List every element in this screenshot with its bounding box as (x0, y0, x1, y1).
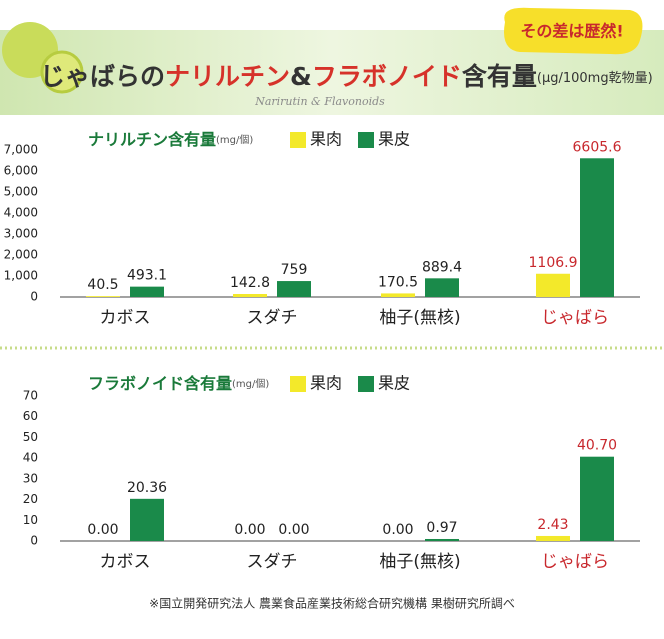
value-label: 0.00 (234, 522, 265, 538)
legend-label: 果肉 (310, 130, 342, 149)
y-tick-label: 20 (23, 492, 38, 506)
y-tick-label: 0 (30, 534, 38, 548)
legend-label: 果皮 (378, 130, 410, 149)
value-label: 170.5 (378, 274, 418, 290)
y-tick-label: 50 (23, 430, 38, 444)
value-label: 0.97 (426, 520, 457, 536)
chart-title: フラボノイド含有量(mg/個) (88, 374, 269, 393)
bar (86, 296, 120, 297)
bar (233, 294, 267, 297)
value-label: 493.1 (127, 268, 167, 284)
y-tick-label: 5,000 (4, 185, 38, 199)
legend-swatch (358, 132, 374, 148)
value-label: 0.00 (87, 522, 118, 538)
y-tick-label: 7,000 (4, 143, 38, 157)
legend-swatch (290, 132, 306, 148)
title-part: 含有量 (462, 62, 537, 91)
bar (425, 538, 459, 541)
legend-swatch (290, 376, 306, 392)
x-tick-label: じゃばら (541, 552, 609, 572)
title-part: ナリルチン (165, 62, 290, 91)
legend-label: 果肉 (310, 374, 342, 393)
bar (580, 456, 614, 541)
badge (504, 7, 643, 55)
x-tick-label: カボス (100, 308, 151, 328)
y-tick-label: 0 (30, 290, 38, 304)
x-tick-label: スダチ (247, 552, 298, 572)
value-label: 0.00 (278, 522, 309, 538)
title-unit: (μg/100mg乾物量) (537, 71, 653, 86)
y-tick-label: 30 (23, 471, 38, 485)
bar (277, 281, 311, 297)
y-tick-label: 40 (23, 451, 38, 465)
y-tick-label: 3,000 (4, 227, 38, 241)
value-label: 0.00 (382, 522, 413, 538)
x-tick-label: スダチ (247, 308, 298, 328)
x-tick-label: 柚子(無核) (379, 308, 460, 328)
bar (130, 286, 164, 297)
value-label: 889.4 (422, 259, 462, 275)
value-label: 40.70 (577, 438, 617, 454)
value-label: 142.8 (230, 275, 270, 291)
value-label: 759 (281, 262, 308, 278)
chart-title-text: フラボノイド含有量 (88, 374, 232, 393)
citrus (40, 50, 84, 94)
title-part: じゃばらの (40, 62, 165, 91)
bar (580, 158, 614, 297)
y-tick-label: 2,000 (4, 248, 38, 262)
legend-swatch (358, 376, 374, 392)
y-tick-label: 70 (23, 389, 38, 403)
y-tick-label: 6,000 (4, 164, 38, 178)
title-part: & (290, 62, 312, 91)
header-title: じゃばらのナリルチン&フラボノイド含有量(μg/100mg乾物量) (40, 62, 653, 91)
y-tick-label: 1,000 (4, 269, 38, 283)
chart-title: ナリルチン含有量(mg/個) (88, 130, 253, 149)
bar (536, 535, 570, 541)
value-label: 20.36 (127, 480, 167, 496)
value-label: 6605.6 (573, 139, 622, 155)
title-part: フラボノイド (312, 62, 462, 91)
badge-text: その差は歴然! (520, 22, 623, 41)
footnote: ※国立開発研究法人 農業食品産業技術総合研究機構 果樹研究所調べ (149, 596, 515, 611)
y-tick-label: 4,000 (4, 206, 38, 220)
value-label: 2.43 (537, 517, 568, 533)
value-label: 40.5 (87, 277, 118, 293)
chart-unit: (mg/個) (216, 133, 253, 146)
legend-label: 果皮 (378, 374, 410, 393)
x-tick-label: 柚子(無核) (379, 552, 460, 572)
value-label: 1106.9 (529, 255, 578, 271)
x-tick-label: カボス (100, 552, 151, 572)
chart-unit: (mg/個) (232, 377, 269, 390)
y-tick-label: 60 (23, 409, 38, 423)
bar (425, 278, 459, 297)
header-subtitle: Narirutin & Flavonoids (254, 95, 385, 108)
x-tick-label: じゃばら (541, 308, 609, 328)
bar (536, 273, 570, 297)
bar (381, 293, 415, 297)
bar (130, 498, 164, 541)
chart-title-text: ナリルチン含有量 (88, 130, 216, 149)
y-tick-label: 10 (23, 513, 38, 527)
